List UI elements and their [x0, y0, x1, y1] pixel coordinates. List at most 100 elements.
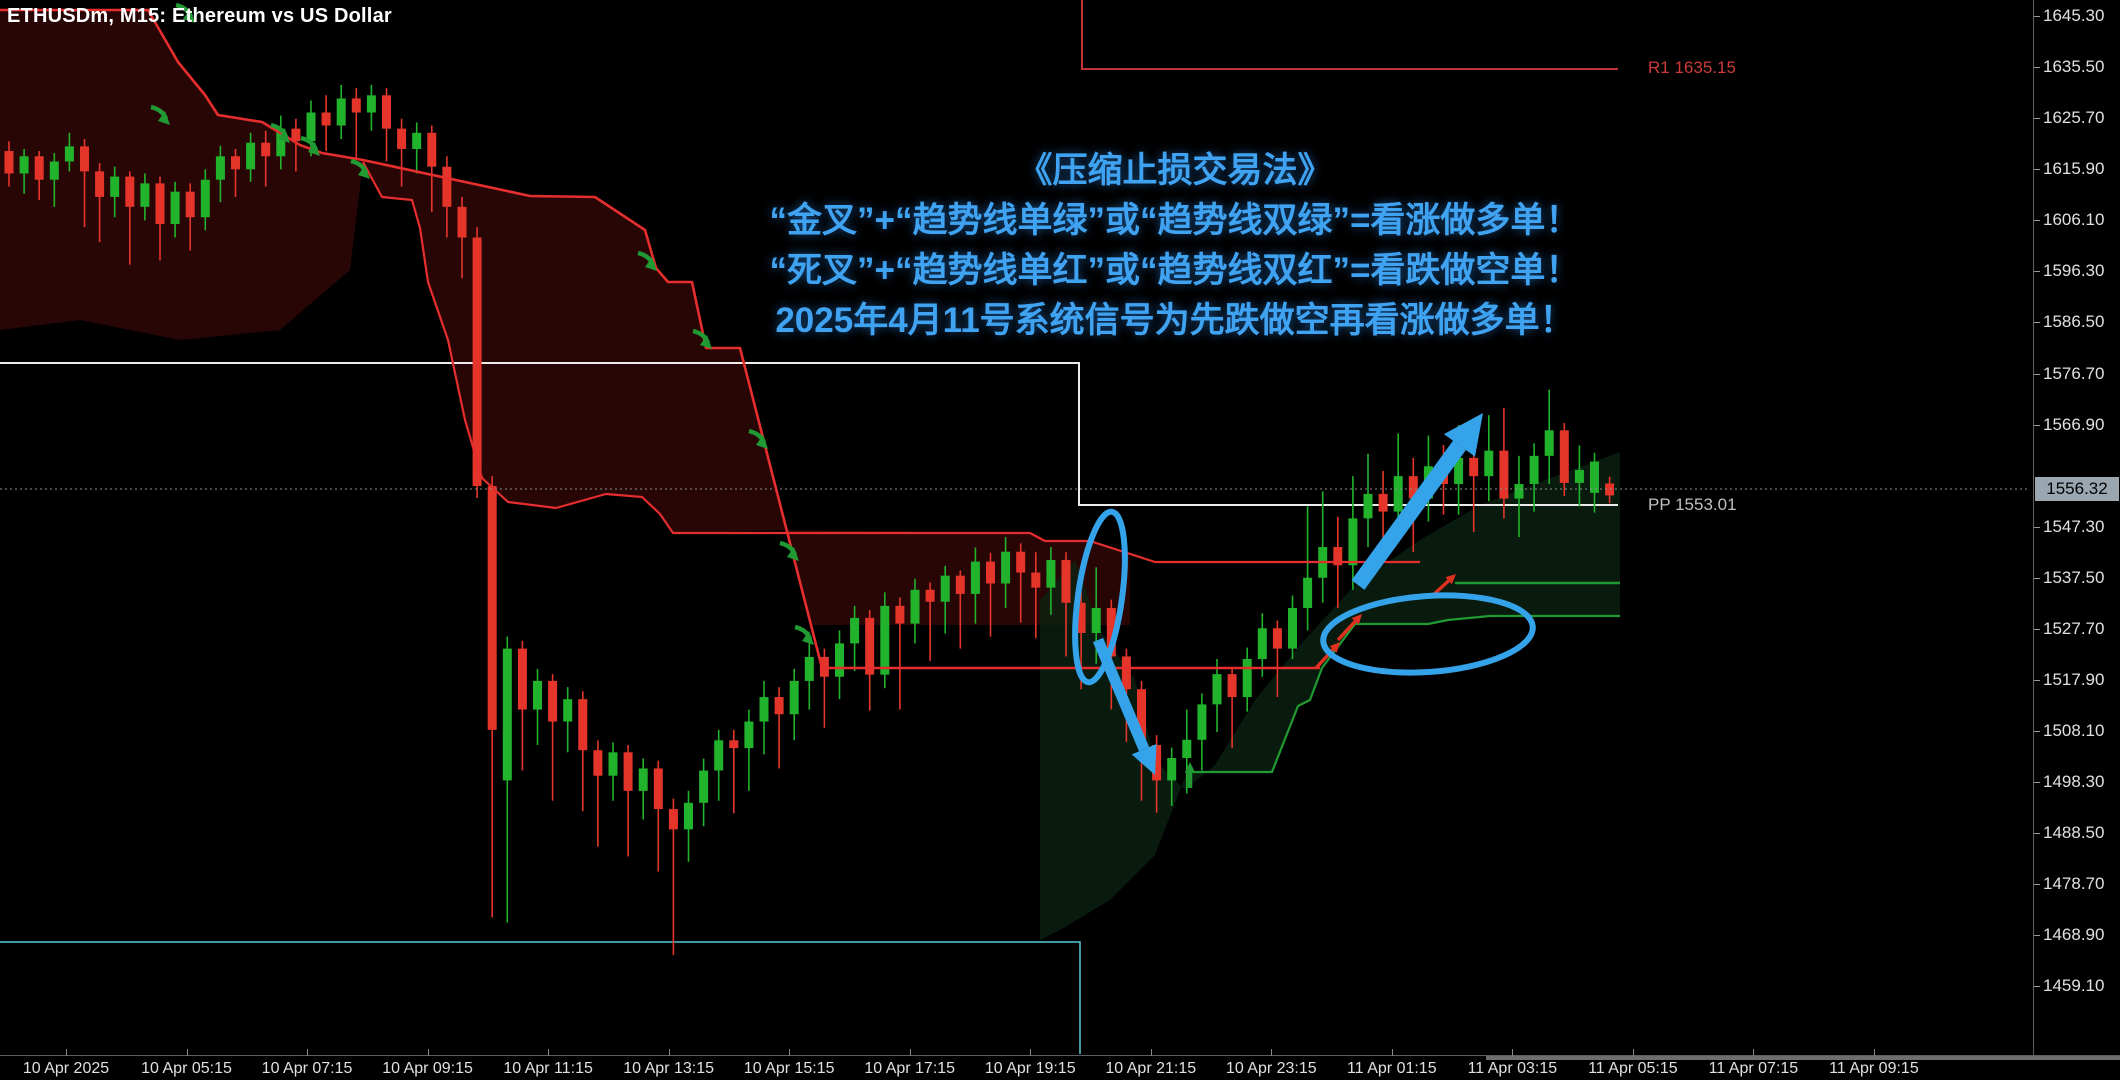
annotation-text-block: 《压缩止损交易法》 “金叉”+“趋势线单绿”或“趋势线双绿”=看涨做多单！ “死…: [700, 146, 1650, 346]
horizontal-scrollbar[interactable]: [1486, 1056, 2120, 1060]
price-axis-label: 1625.70: [2043, 108, 2105, 128]
time-axis-label: 10 Apr 15:15: [743, 1060, 835, 1077]
candle-body: [1574, 469, 1584, 483]
price-axis-tick: [2034, 628, 2040, 630]
time-axis-tick: [1873, 1049, 1875, 1056]
candle-body: [1227, 674, 1237, 698]
price-axis-label: 1606.10: [2043, 210, 2105, 230]
candle-body: [986, 561, 995, 584]
candle-body: [1121, 656, 1131, 690]
price-axis-label: 1586.50: [2043, 312, 2105, 332]
highlight-ellipse-2[interactable]: [1320, 589, 1536, 679]
candle-body: [140, 183, 150, 207]
price-axis-tick: [2034, 577, 2040, 579]
sell-signal-arrow-icon: [802, 631, 814, 645]
candle-body: [1378, 493, 1388, 512]
price-axis-label: 1596.30: [2043, 261, 2105, 281]
candle-body: [1242, 659, 1252, 698]
candle-body: [1499, 450, 1509, 499]
candle-body: [1303, 577, 1313, 608]
time-axis-label: 11 Apr 05:15: [1588, 1060, 1678, 1077]
price-axis-tick: [2034, 730, 2040, 732]
candle-body: [850, 617, 860, 644]
trend-line-red-main: [0, 8, 1320, 670]
red-step-arrow-icon-shaft: [1336, 620, 1357, 642]
candle-body: [1001, 551, 1011, 584]
candle-body: [729, 740, 739, 749]
candle-body: [925, 589, 935, 602]
candle-body: [563, 699, 573, 722]
price-axis-label: 1547.30: [2043, 516, 2105, 536]
price-axis-label: 1566.90: [2043, 414, 2105, 434]
chart-canvas[interactable]: [0, 0, 2033, 1055]
candle-body: [487, 486, 497, 730]
chart-symbol-title: ETHUSDm, M15: Ethereum vs US Dollar: [7, 5, 392, 27]
time-axis-tick: [789, 1049, 791, 1056]
candle-body: [261, 142, 271, 157]
candle-body: [970, 561, 980, 594]
price-axis-label: 1615.90: [2043, 159, 2105, 179]
time-axis-tick: [1753, 1049, 1755, 1056]
sell-signal-arrow-icon: [158, 111, 170, 125]
candle-body: [789, 680, 799, 715]
candle-body: [64, 146, 74, 162]
candle-body: [1061, 560, 1071, 603]
candle-body: [110, 176, 120, 197]
candle-body: [1408, 476, 1418, 499]
candle-body: [276, 128, 286, 157]
price-axis-label: 1645.30: [2043, 6, 2105, 26]
time-axis-label: 11 Apr 01:15: [1347, 1060, 1437, 1077]
candle-body: [1333, 547, 1343, 566]
s1-pivot-line: [0, 941, 1081, 1054]
highlight-ellipse-1[interactable]: [1066, 508, 1134, 686]
candle-body: [80, 146, 89, 172]
candle-body: [1454, 457, 1464, 484]
candle-body: [1197, 704, 1207, 740]
candle-body: [1257, 628, 1267, 660]
candle-body: [336, 98, 346, 126]
time-axis-label: 10 Apr 11:15: [503, 1060, 593, 1077]
sell-signal-arrow-icon: [183, 9, 195, 23]
candle-body: [955, 575, 965, 594]
candle-body: [1590, 461, 1599, 493]
price-axis-tick: [2034, 322, 2040, 324]
uptrend-fill: [1040, 452, 1620, 940]
candle-body: [668, 809, 678, 830]
annotation-line-2: “金叉”+“趋势线单绿”或“趋势线双绿”=看涨做多单！: [769, 201, 1581, 240]
time-axis-label: 10 Apr 19:15: [984, 1060, 1076, 1077]
sell-direction-arrow-head: [1131, 743, 1157, 775]
candle-body: [1137, 689, 1146, 745]
sell-signal-arrow-icon: [358, 165, 370, 179]
candle-body: [895, 605, 905, 624]
candle-body: [1559, 430, 1569, 483]
sell-signal-arrow-icon: [756, 435, 768, 449]
candle-body: [880, 605, 890, 675]
price-axis-label: 1488.50: [2043, 823, 2105, 843]
price-axis-label: 1517.90: [2043, 669, 2105, 689]
trend-line-red-second: [362, 161, 1420, 564]
candle-body: [533, 680, 542, 710]
price-axis-tick: [2034, 986, 2040, 988]
time-axis-tick: [1512, 1049, 1514, 1056]
candle-body: [1031, 572, 1041, 588]
time-axis-label: 10 Apr 2025: [22, 1060, 110, 1077]
candle-body: [397, 128, 407, 149]
candle-body: [321, 112, 331, 126]
candle-body: [578, 699, 588, 751]
pp-pivot-line: [0, 362, 1618, 506]
candle-body: [1363, 493, 1373, 519]
candle-body: [1288, 607, 1297, 649]
candle-body: [1167, 758, 1177, 781]
price-axis-label: 1468.90: [2043, 925, 2105, 945]
buy-direction-arrow-head: [1443, 413, 1483, 457]
price-axis-tick: [2034, 118, 2040, 120]
price-axis[interactable]: 1556.32 1645.30 1635.50 1625.70 1615.90 1606…: [2033, 0, 2120, 1055]
time-axis-tick: [186, 1049, 188, 1056]
pp-pivot-label: PP 1553.01: [1648, 495, 1737, 514]
candle-body: [412, 132, 422, 149]
price-axis-label: 1635.50: [2043, 57, 2105, 77]
candle-body: [231, 156, 240, 170]
sell-signal-arrow-icon: [278, 129, 290, 143]
red-step-arrow-icon-head: [1445, 574, 1456, 585]
candle-body: [457, 206, 467, 238]
